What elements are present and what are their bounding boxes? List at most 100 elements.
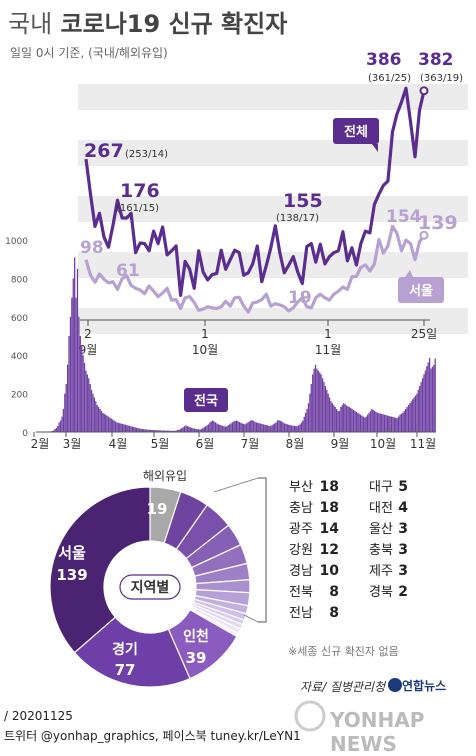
bar (184, 426, 185, 432)
footer-social: 트위터 @yonhap_graphics, 페이스북 tuney.kr/LeYN… (4, 727, 301, 744)
region-value: 2 (398, 584, 408, 600)
bar (426, 366, 427, 432)
bar (60, 420, 61, 432)
bar (282, 422, 283, 432)
pie-label-incheon: 인천 (183, 628, 209, 645)
bar (408, 405, 409, 432)
bar (119, 423, 120, 432)
bar (425, 371, 426, 432)
bar (216, 423, 217, 432)
bar (305, 413, 306, 432)
bar (382, 414, 383, 432)
bar (336, 409, 337, 432)
month-label: 4월 (109, 437, 128, 451)
bar (388, 416, 389, 432)
bar (330, 401, 331, 432)
x-tick-day: 2 (84, 327, 92, 341)
y-tick-label: 600 (11, 314, 28, 324)
yonhap-logo: 연합뉴스 (402, 677, 446, 694)
bar (61, 417, 62, 432)
region-name: 충북 (369, 543, 393, 558)
region-name: 광주 (289, 522, 313, 537)
bar (277, 420, 278, 432)
region-name: 전북 (289, 585, 313, 600)
bar (356, 412, 357, 432)
x-tick-month: 11월 (315, 343, 341, 357)
bar (332, 403, 333, 432)
x-tick-month: 10월 (192, 343, 218, 357)
bar (64, 394, 65, 432)
bar (273, 424, 274, 432)
bar (344, 404, 345, 432)
region-value: 18 (320, 479, 339, 495)
bar (230, 423, 231, 432)
month-label: 3월 (63, 437, 82, 451)
bar (87, 374, 88, 432)
y-tick-label: 1000 (5, 237, 28, 247)
bar (339, 411, 340, 432)
bar (390, 416, 391, 432)
bar (291, 425, 292, 432)
bar (247, 422, 248, 432)
bar (133, 427, 134, 432)
bar (229, 424, 230, 432)
region-value: 3 (398, 542, 408, 558)
bar (121, 424, 122, 432)
month-label: 6월 (196, 437, 215, 451)
bar (99, 409, 100, 432)
bar (190, 427, 191, 432)
bar (105, 415, 106, 432)
bar (226, 426, 227, 432)
month-label: 10월 (370, 437, 396, 451)
bar (104, 414, 105, 432)
bar (421, 382, 422, 432)
annotation-value: 382 (418, 50, 454, 70)
bar (126, 425, 127, 432)
bar (370, 411, 371, 432)
bar (236, 420, 237, 432)
bar (66, 384, 67, 432)
bar (223, 426, 224, 432)
annotation-value: 386 (366, 50, 402, 70)
bar (251, 420, 252, 432)
pie-label-seoul: 서울 (58, 544, 86, 562)
bar (301, 422, 302, 432)
bar (221, 425, 222, 432)
x-tick-day: 25일 (411, 327, 437, 341)
bar (359, 414, 360, 432)
bar (333, 405, 334, 432)
bar (218, 424, 219, 432)
bar (240, 423, 241, 432)
bar (222, 426, 223, 432)
bar (384, 415, 385, 432)
pie-value-overseas: 19 (147, 500, 168, 518)
bar (308, 403, 309, 432)
bar (113, 420, 114, 432)
y-tick-label: 400 (11, 352, 28, 362)
pie-value-incheon: 39 (186, 649, 207, 667)
bar (102, 413, 103, 432)
bar (270, 426, 271, 432)
bar (118, 423, 119, 432)
bar (106, 416, 107, 432)
bar (299, 424, 300, 432)
bar (397, 418, 398, 432)
yonhap-logo-mark (388, 678, 402, 692)
bar (304, 417, 305, 432)
bar (77, 269, 78, 432)
bar (394, 417, 395, 432)
bar (264, 425, 265, 432)
bar (413, 397, 414, 432)
watermark-emblem (296, 702, 324, 730)
bar (139, 429, 140, 432)
bar (342, 405, 343, 432)
bar (298, 425, 299, 432)
y-tick-label: 200 (11, 391, 28, 401)
bar (260, 424, 261, 432)
legend-label-total: 전체 (344, 124, 368, 140)
bar (188, 427, 189, 432)
bar (280, 421, 281, 432)
bar (319, 372, 320, 432)
bar (250, 420, 251, 432)
bar (259, 423, 260, 432)
